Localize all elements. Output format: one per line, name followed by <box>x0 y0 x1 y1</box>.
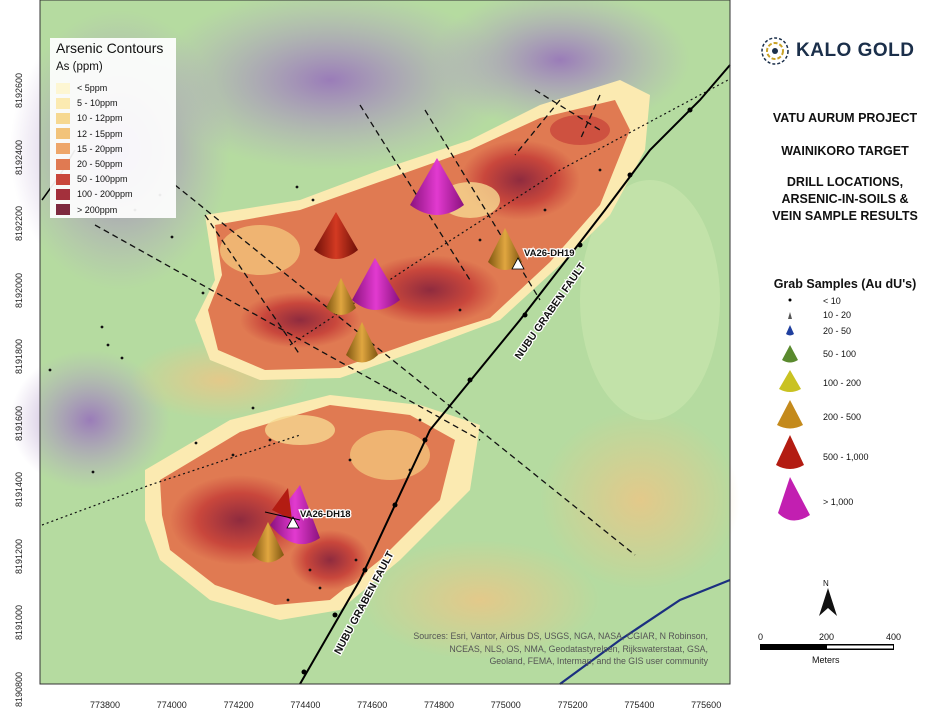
scale-tick-200: 200 <box>819 632 835 642</box>
arsenic-legend-label: 5 - 10ppm <box>77 98 118 109</box>
arsenic-legend-row: 5 - 10ppm <box>56 97 118 109</box>
grab-samples-title: Grab Samples (Au dU's) <box>773 277 917 291</box>
north-label: N <box>823 579 829 588</box>
arsenic-legend-label: 100 - 200ppm <box>77 189 133 200</box>
x-axis-tick-label: 775000 <box>490 700 521 710</box>
grab-cone-icon <box>786 325 794 336</box>
y-axis-tick-label: 8191600 <box>14 405 24 441</box>
drill-collars <box>264 257 525 529</box>
arsenic-legend-label: 12 - 15ppm <box>77 128 123 139</box>
grab-sample-label: 20 - 50 <box>823 326 852 336</box>
y-axis-tick-label: 8192200 <box>14 205 24 241</box>
road-line <box>559 578 731 685</box>
arsenic-legend-title: Arsenic Contours <box>56 40 164 56</box>
y-axis-tick-label: 8192000 <box>14 272 24 308</box>
map-sources-credit: Sources: Esri, Vantor, Airbus DS, USGS, … <box>413 631 708 666</box>
map-canvas[interactable]: VA26-DH19 VA26-DH18 NUBU GRABEN FAULT NU… <box>0 0 740 720</box>
arsenic-legend-row: < 5ppm <box>56 82 107 94</box>
target-title: WAINIKORO TARGET <box>781 144 909 158</box>
x-axis-tick-label: 774800 <box>423 700 455 710</box>
dotted-roads <box>41 79 729 526</box>
grab-cone-icon <box>777 400 803 429</box>
map-title-line-1: DRILL LOCATIONS, <box>786 175 904 189</box>
arsenic-legend-label: 50 - 100ppm <box>77 174 128 185</box>
arsenic-legend-row: 20 - 50ppm <box>56 158 123 170</box>
grab-cone-icon <box>778 477 810 521</box>
grab-cone-icon <box>788 312 792 319</box>
legend-panel <box>740 0 950 720</box>
map-title-line-3: VEIN SAMPLE RESULTS <box>772 209 918 223</box>
map-title-line-2: ARSENIC-IN-SOILS & <box>781 192 909 206</box>
arsenic-legend-swatch <box>56 82 70 94</box>
grab-cone-icon <box>776 435 804 469</box>
y-axis-tick-label: 8191200 <box>14 538 24 574</box>
x-axis-tick-label: 775200 <box>557 700 588 710</box>
kalo-gold-logo: KALO GOLD <box>760 36 915 66</box>
arsenic-legend-label: 20 - 50ppm <box>77 159 123 169</box>
grab-cone-icon <box>782 345 798 363</box>
x-axis-tick-label: 775600 <box>691 700 722 710</box>
arsenic-legend-swatch <box>56 97 70 109</box>
arsenic-legend-row: 15 - 20ppm <box>56 143 123 155</box>
arsenic-zone-north <box>195 80 650 380</box>
x-axis-tick-label: 774000 <box>156 700 187 710</box>
grab-sample-label: 10 - 20 <box>823 310 852 320</box>
grab-cone-icon <box>779 370 801 392</box>
y-axis-tick-label: 8191400 <box>14 471 24 507</box>
arsenic-legend <box>50 38 176 218</box>
arsenic-legend-swatch <box>56 128 70 140</box>
y-axis-tick-label: 8192600 <box>14 72 24 108</box>
arsenic-legend-swatch <box>56 173 70 185</box>
grab-dot-icon <box>788 298 792 302</box>
arsenic-legend-swatch <box>56 158 70 170</box>
kalo-gold-logo-icon <box>761 37 789 65</box>
arsenic-legend-label: 15 - 20ppm <box>77 143 123 154</box>
scale-bar <box>760 644 894 650</box>
x-axis-tick-label: 773800 <box>89 700 121 710</box>
scale-units: Meters <box>812 655 840 665</box>
scale-tick-400: 400 <box>886 632 902 642</box>
arsenic-legend-row: > 200ppm <box>56 204 117 216</box>
map-frame <box>39 0 731 685</box>
grab-sample-label: > 1,000 <box>823 497 854 507</box>
arsenic-legend-swatch <box>56 188 70 200</box>
north-arrow-icon <box>819 588 837 616</box>
grab-samples-symbols <box>776 298 810 521</box>
grab-sample-label: < 10 <box>823 296 841 306</box>
grab-sample-label: 200 - 500 <box>823 412 862 422</box>
nubu-graben-fault-line <box>299 64 731 685</box>
arsenic-legend-label: < 5ppm <box>77 83 108 93</box>
arsenic-legend-subtitle: As (ppm) <box>56 61 103 73</box>
arsenic-legend-row: 10 - 12ppm <box>56 112 123 124</box>
arsenic-legend-label: > 200ppm <box>77 204 118 215</box>
drill-label-dh19: VA26-DH19 <box>524 248 575 259</box>
x-axis-tick-label: 774600 <box>357 700 388 710</box>
x-axis-tick-label: 774400 <box>290 700 321 710</box>
kalo-gold-logo-text: KALO GOLD <box>796 40 915 61</box>
grab-sample-label: 500 - 1,000 <box>823 452 869 462</box>
y-axis-tick-label: 8191800 <box>14 338 24 374</box>
x-axis-tick-label: 774200 <box>223 700 254 710</box>
grab-sample-label: 50 - 100 <box>823 349 857 359</box>
y-axis-tick-label: 8192400 <box>14 139 24 175</box>
y-axis-tick-label: 8190800 <box>14 671 24 707</box>
arsenic-legend-swatch <box>56 204 70 216</box>
arsenic-legend-row: 50 - 100ppm <box>56 173 128 185</box>
scale-tick-0: 0 <box>758 632 764 642</box>
grab-sample-label: 100 - 200 <box>823 378 862 388</box>
arsenic-legend-swatch <box>56 112 70 124</box>
arsenic-legend-row: 100 - 200ppm <box>56 188 133 200</box>
x-axis-tick-label: 775400 <box>624 700 655 710</box>
arsenic-legend-swatch <box>56 143 70 155</box>
dashed-structures <box>94 89 636 556</box>
project-title: VATU AURUM PROJECT <box>772 111 918 125</box>
grab-sample-cones <box>252 158 522 563</box>
arsenic-legend-label: 10 - 12ppm <box>77 113 123 124</box>
y-axis-tick-label: 8191000 <box>14 604 24 640</box>
arsenic-legend-row: 12 - 15ppm <box>56 128 123 140</box>
drill-label-dh18: VA26-DH18 <box>300 509 351 520</box>
